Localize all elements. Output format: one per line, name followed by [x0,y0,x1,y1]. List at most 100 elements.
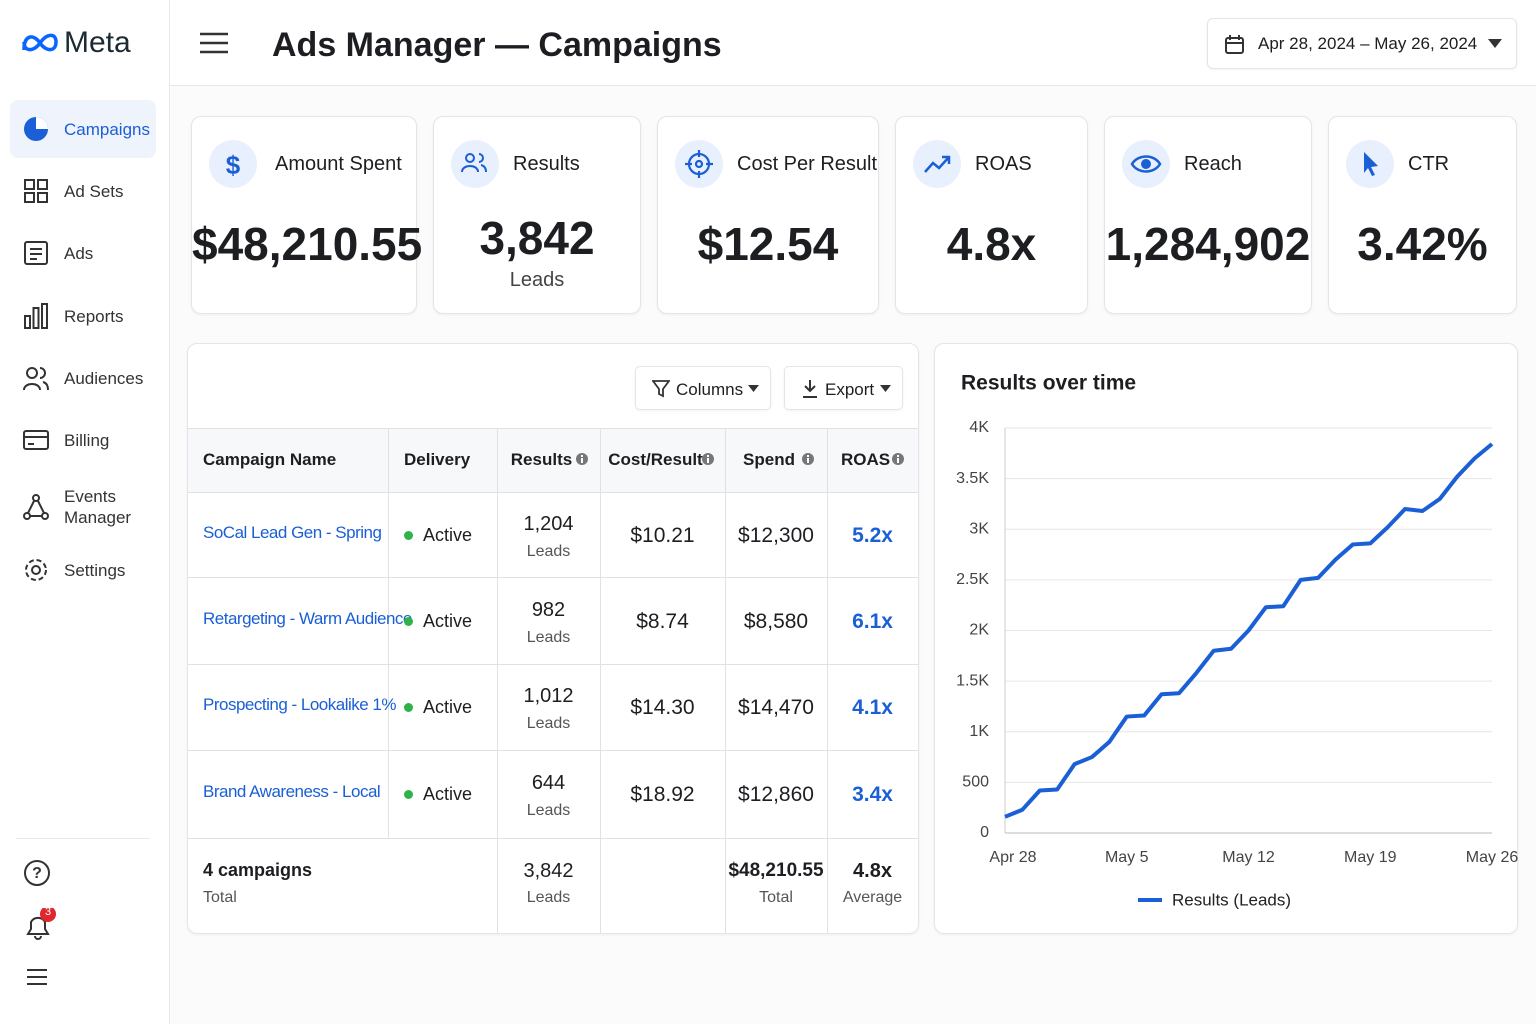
results: 982 [531,598,566,621]
col-line [725,428,726,933]
total-roas-sub: Average [842,889,903,906]
total-results: 3,842 [523,860,574,882]
svg-text:?: ? [32,865,42,882]
campaign-name[interactable]: Retargeting - Warm Audience [203,608,412,628]
meta-logo [22,33,58,52]
cost-per-result: $14.30 [630,696,695,719]
campaign-name[interactable]: Prospecting - Lookalike 1% [203,695,397,714]
toolbar-button[interactable]: Export [784,366,903,410]
y-tick-label: 3.5K [956,470,989,487]
nav-icon [24,303,48,329]
results: 1,012 [523,685,574,707]
roas: 6.1x [852,609,893,633]
nav-item[interactable]: Settings [64,561,126,580]
x-tick-label: May 12 [1222,849,1275,866]
total-sub: Total [203,889,237,906]
kpi-card: Reach 1,284,902 [1104,116,1312,314]
y-tick-label: 1.5K [956,672,989,689]
nav-item[interactable]: Campaigns [64,120,150,139]
kpi-value: $12.54 [697,218,839,270]
kpi-card: Cost Per Result $12.54 [657,116,879,314]
chart-panel [934,343,1518,934]
kpi-value: 3.42% [1357,218,1488,270]
kpi-label: CTR [1408,153,1450,175]
kpi-sub: Leads [509,269,565,291]
series-line [1004,442,1494,819]
col-line [388,428,389,838]
svg-text:$: $ [226,150,241,180]
col-line [497,428,498,933]
kpi-card: ROAS 4.8x [895,116,1088,314]
total-name: 4 campaigns [203,860,313,880]
button-icon [803,380,817,398]
total-spend: $48,210.55 [728,860,824,881]
spend: $14,470 [738,696,814,719]
nav-icon [23,367,49,391]
roas: 5.2x [852,523,893,547]
kpi-icon [1122,140,1170,188]
kpi-label: ROAS [975,153,1032,175]
row-line [188,492,918,493]
row-line [188,428,918,429]
notification-count: 3 [44,906,52,918]
column-header: Spend [743,450,795,469]
nav-icon [24,179,48,203]
status-dot [404,530,413,540]
column-header: ROAS [840,450,891,469]
more-menu[interactable] [26,967,48,987]
cost-per-result: $10.21 [630,523,695,547]
cost-per-result: $18.92 [630,783,695,806]
y-tick-label: 3K [969,520,989,537]
campaign-name[interactable]: SoCal Lead Gen - Spring [203,522,382,542]
kpi-value: $48,210.55 [192,218,423,270]
info-icon [892,453,904,465]
row-line [188,838,918,839]
kpi-icon [913,140,961,188]
legend-label: Results (Leads) [1172,890,1291,909]
menu-button[interactable] [198,30,230,56]
chart-title: Results over time [961,372,1136,395]
x-tick-label: May 5 [1105,849,1149,866]
kpi-label: Results [513,153,580,175]
row-line [188,750,918,751]
caret [1488,39,1502,48]
kpi-label: Reach [1184,153,1242,175]
x-tick-label: May 26 [1466,849,1518,866]
kpi-icon [451,140,499,188]
help-icon[interactable]: ? [22,858,52,888]
nav-item[interactable]: Ad Sets [64,182,124,201]
nav-item[interactable]: Ads [64,244,94,263]
y-tick-label: 4K [969,419,989,436]
kpi-card: Results 3,842 Leads [433,116,641,314]
campaign-name[interactable]: Brand Awareness - Local [203,782,381,801]
nav-item[interactable]: Events Manager [64,487,132,527]
nav-icon [24,117,48,141]
nav-item[interactable]: Reports [64,307,124,326]
y-tick-label: 2.5K [956,571,989,588]
notifications-icon[interactable] [22,908,62,942]
results-unit: Leads [526,715,571,732]
kpi-value: 4.8x [946,218,1037,270]
kpi-icon [675,140,723,188]
kpi-icon: $ [209,140,257,188]
page-title: Ads Manager — Campaigns [272,26,722,64]
info-icon [802,453,814,465]
y-tick-label: 500 [962,774,989,791]
kpi-label: Cost Per Result [737,153,878,175]
delivery: Active [423,524,473,545]
caret [880,385,891,392]
column-header: Cost/Result [608,450,703,469]
y-tick-label: 0 [980,824,989,841]
table-header-bg [188,428,918,492]
nav-item[interactable]: Audiences [64,369,144,388]
date-picker[interactable]: Apr 28, 2024 – May 26, 2024 [1207,18,1517,69]
spend: $12,300 [738,523,814,547]
toolbar-button[interactable]: Columns [635,366,771,410]
column-header: Delivery [404,450,471,469]
nav-item[interactable]: Billing [64,431,110,450]
caret [748,385,759,392]
kpi-value: 1,284,902 [1105,218,1311,270]
status-dot [404,616,413,626]
status-dot [404,703,413,712]
